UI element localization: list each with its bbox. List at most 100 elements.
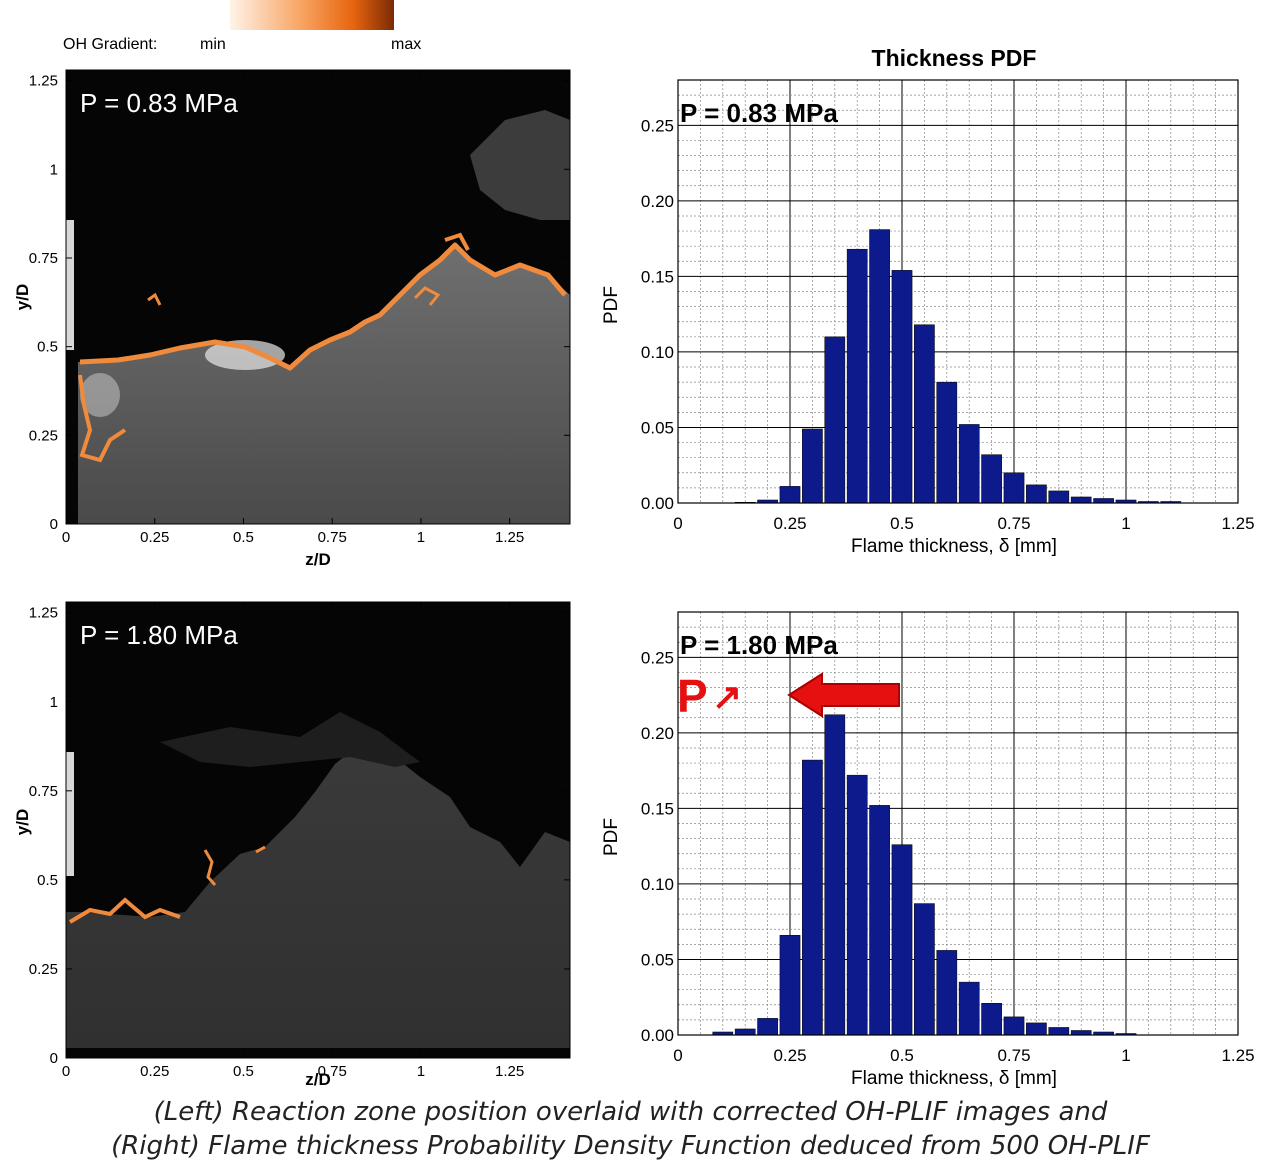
thickness-pdf-chart-top: Thickness PDF 0.00 0.05 0.10 0.15 0.20 0.25 0… (601, 45, 1255, 557)
bar (757, 1018, 778, 1036)
x-tick-label: 1.25 (1221, 514, 1254, 533)
pressure-label: P = 0.83 MPa (80, 88, 238, 118)
colorbar-min-label: min (200, 36, 226, 53)
axis-ticks (65, 602, 570, 1059)
y-tick-label: 1.25 (29, 605, 58, 622)
y-axis-label: y/D (13, 809, 32, 835)
y-axis-label: y/D (13, 284, 32, 310)
plot-frame (677, 79, 1239, 504)
bar (802, 428, 823, 504)
y-tick-label: 1 (50, 694, 58, 711)
x-axis-label: z/D (305, 550, 331, 569)
pressure-symbol: P (677, 670, 708, 722)
x-tick-label: 1 (417, 529, 425, 546)
y-tick-label: 0.05 (641, 950, 674, 969)
x-tick-label: 0.25 (140, 1063, 169, 1080)
caption-line-1: (Left) Reaction zone position overlaid w… (153, 1097, 1108, 1127)
bar (958, 981, 980, 1036)
bar (779, 935, 801, 1036)
bar (1026, 484, 1047, 504)
bar (824, 714, 846, 1036)
y-tick-label: 1 (50, 161, 58, 178)
y-tick-label: 0.15 (641, 267, 674, 286)
bar (981, 454, 1002, 504)
x-tick-label: 1 (1121, 514, 1130, 533)
y-tick-label: 0.20 (641, 724, 674, 743)
y-tick-label: 0.00 (641, 494, 674, 513)
y-tick-label: 0.25 (29, 427, 58, 444)
bar (1070, 496, 1092, 504)
y-tick-label: 0.15 (641, 799, 674, 818)
bar (1026, 1022, 1047, 1036)
bar (981, 1003, 1002, 1036)
bar (846, 248, 868, 504)
y-tick-label: 0.25 (641, 116, 674, 135)
x-axis-label: Flame thickness, δ [mm] (851, 536, 1057, 557)
x-tick-label: 0.5 (890, 514, 914, 533)
plot-frame (677, 611, 1239, 1036)
bar (869, 229, 890, 504)
y-tick-label: 1.25 (29, 73, 58, 90)
bar (1048, 490, 1070, 504)
caption-line-2: (Right) Flame thickness Probability Dens… (111, 1131, 1150, 1161)
y-tick-label: 0.00 (641, 1026, 674, 1045)
colorbar-gradient (230, 0, 394, 30)
bar (958, 424, 980, 504)
bar (1003, 1016, 1025, 1036)
y-tick-label: 0.10 (641, 343, 674, 362)
y-tick-label: 0.05 (641, 418, 674, 437)
x-tick-label: 0 (673, 1046, 682, 1065)
x-tick-label: 0 (62, 1063, 70, 1080)
x-tick-label: 0.5 (233, 529, 254, 546)
smoke-region (470, 110, 570, 220)
x-axis-label: z/D (305, 1070, 331, 1089)
flame-region (78, 245, 570, 524)
x-tick-label: 0.75 (318, 1063, 347, 1080)
bar (936, 381, 958, 504)
x-tick-label: 0.5 (890, 1046, 914, 1065)
flame-region (66, 740, 570, 1048)
y-tick-label: 0.25 (641, 648, 674, 667)
bar (1070, 1030, 1092, 1036)
reaction-zone-contour (68, 897, 181, 924)
y-tick-label: 0.25 (29, 961, 58, 978)
left-arrow-icon (787, 672, 900, 718)
y-axis-label: PDF (601, 286, 622, 324)
bar (779, 486, 801, 504)
y-tick-label: 0.5 (37, 339, 58, 356)
bar (734, 1028, 756, 1036)
x-axis-label: Flame thickness, δ [mm] (851, 1068, 1057, 1089)
bar (914, 903, 935, 1036)
bar (914, 324, 935, 504)
increase-arrow-icon: ↗ (712, 676, 742, 717)
axis-ticks (65, 70, 570, 525)
colorbar-max-label: max (391, 36, 422, 53)
bar (891, 844, 913, 1036)
pressure-label: P = 1.80 MPa (680, 630, 838, 660)
bar (802, 759, 823, 1036)
pressure-label: P = 0.83 MPa (680, 98, 838, 128)
image-edge-marker (66, 220, 74, 350)
x-tick-label: 1.25 (495, 1063, 524, 1080)
x-tick-label: 0 (673, 514, 682, 533)
x-tick-label: 0.5 (233, 1063, 254, 1080)
colorbar-title: OH Gradient: (63, 36, 158, 53)
image-edge-marker (66, 752, 74, 876)
y-tick-label: 0.75 (29, 250, 58, 267)
y-tick-label: 0.5 (37, 872, 58, 889)
bar (1003, 472, 1025, 504)
x-tick-label: 0.25 (773, 514, 806, 533)
bar (936, 950, 958, 1036)
y-tick-label: 0.10 (641, 875, 674, 894)
x-tick-label: 0.25 (773, 1046, 806, 1065)
x-tick-label: 1.25 (1221, 1046, 1254, 1065)
bar (891, 270, 913, 504)
y-tick-label: 0.20 (641, 192, 674, 211)
bar (846, 774, 868, 1036)
y-axis-label: PDF (601, 818, 622, 856)
x-tick-label: 0.75 (997, 1046, 1030, 1065)
x-tick-label: 1.25 (495, 529, 524, 546)
bar (1093, 498, 1114, 504)
x-tick-label: 0.75 (318, 529, 347, 546)
thickness-pdf-chart-bottom: 0.00 0.05 0.10 0.15 0.20 0.25 0 0.25 0.5 0.75 1 1.… (601, 611, 1255, 1089)
